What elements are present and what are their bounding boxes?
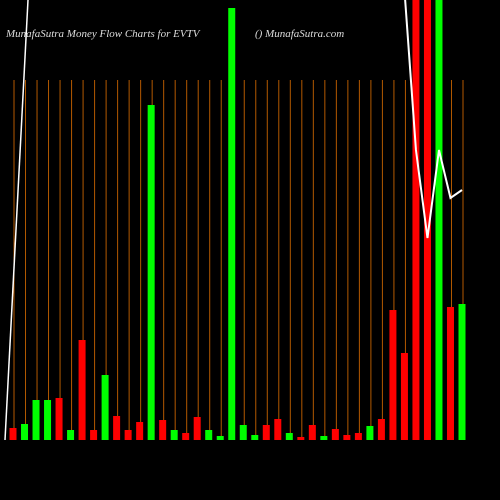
chart-subtitle: () MunafaSutra.com (255, 28, 344, 40)
bar (412, 0, 420, 440)
bar (366, 426, 374, 440)
bar (308, 425, 316, 440)
bar (44, 400, 52, 440)
bar (78, 340, 86, 440)
bar (320, 436, 328, 440)
bar (285, 433, 293, 440)
bar (159, 420, 167, 440)
bar (423, 0, 431, 440)
bar (216, 436, 224, 440)
bar (170, 430, 178, 440)
bar (55, 398, 63, 440)
bar (113, 416, 121, 440)
bar (354, 433, 362, 440)
decor-line (4, 0, 29, 441)
bar (21, 424, 29, 440)
bar (147, 105, 155, 440)
bar (274, 419, 282, 440)
bar (136, 422, 144, 440)
bar (239, 425, 247, 440)
bar (343, 435, 351, 440)
bar (9, 428, 17, 440)
bar (101, 375, 109, 440)
price-line (404, 0, 463, 239)
bar (458, 304, 466, 440)
bar (90, 430, 98, 440)
bar (377, 419, 385, 440)
bar (389, 310, 397, 440)
bar (331, 429, 339, 440)
bar (182, 433, 190, 440)
bar (446, 307, 454, 440)
bar (193, 417, 201, 440)
bar (32, 400, 40, 440)
chart-title: MunafaSutra Money Flow Charts for EVTV (5, 28, 201, 40)
bar (400, 353, 408, 440)
bar (262, 425, 270, 440)
bar (67, 430, 75, 440)
bar (435, 0, 443, 440)
bar (297, 437, 305, 440)
bar (228, 8, 236, 440)
bar (124, 430, 132, 440)
bar (205, 430, 213, 440)
bar (251, 435, 259, 440)
